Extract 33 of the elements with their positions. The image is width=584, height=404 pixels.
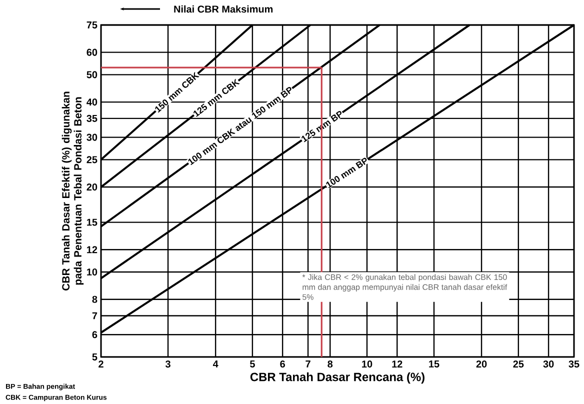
- x-tick-label: 20: [476, 360, 487, 368]
- x-axis-title: CBR Tanah Dasar Rencana (%): [250, 372, 424, 384]
- y-tick-label: 10: [87, 268, 98, 276]
- y-tick-label: 5: [92, 353, 98, 360]
- y-tick-label: 50: [86, 70, 98, 78]
- x-tick-label: 8: [328, 360, 333, 368]
- y-tick-label: 12: [87, 246, 98, 253]
- x-tick-label: 3: [165, 360, 170, 368]
- y-tick-label: 60: [86, 48, 98, 56]
- y-tick-label: 75: [86, 21, 98, 28]
- x-tick-label: 6: [280, 360, 285, 368]
- text: 100 mm BP: [326, 158, 367, 188]
- x-tick-label: 4: [212, 360, 218, 368]
- x-tick-label: 7: [306, 360, 310, 368]
- x-tick-label: 2: [98, 360, 104, 368]
- x-tick-label: 12: [392, 360, 402, 368]
- x-tick-label: 5: [250, 360, 255, 368]
- x-tick-label: 35: [568, 360, 580, 368]
- x-tick-label: 25: [513, 360, 524, 368]
- y-tick-label: 8: [92, 296, 98, 303]
- y-axis-title: CBR Tanah Dasar Efektif (%) digunakan pada Penentuan Tebal Pondasi Beton: [62, 92, 84, 290]
- y-tick-label: 25: [86, 156, 98, 163]
- y-tick-label: 15: [87, 218, 98, 226]
- y-tick-label: 40: [86, 98, 98, 106]
- text: Nilai CBR Maksimum: [174, 5, 273, 12]
- x-tick-label: 30: [543, 360, 554, 368]
- y-tick-label: 7: [92, 312, 98, 319]
- y-tick-label: 20: [86, 183, 98, 190]
- y-tick-label: 6: [92, 330, 98, 338]
- y-tick-label: 30: [86, 134, 98, 141]
- x-tick-label: 15: [429, 360, 440, 368]
- y-tick-label: 35: [86, 114, 98, 122]
- x-tick-label: 10: [362, 360, 372, 368]
